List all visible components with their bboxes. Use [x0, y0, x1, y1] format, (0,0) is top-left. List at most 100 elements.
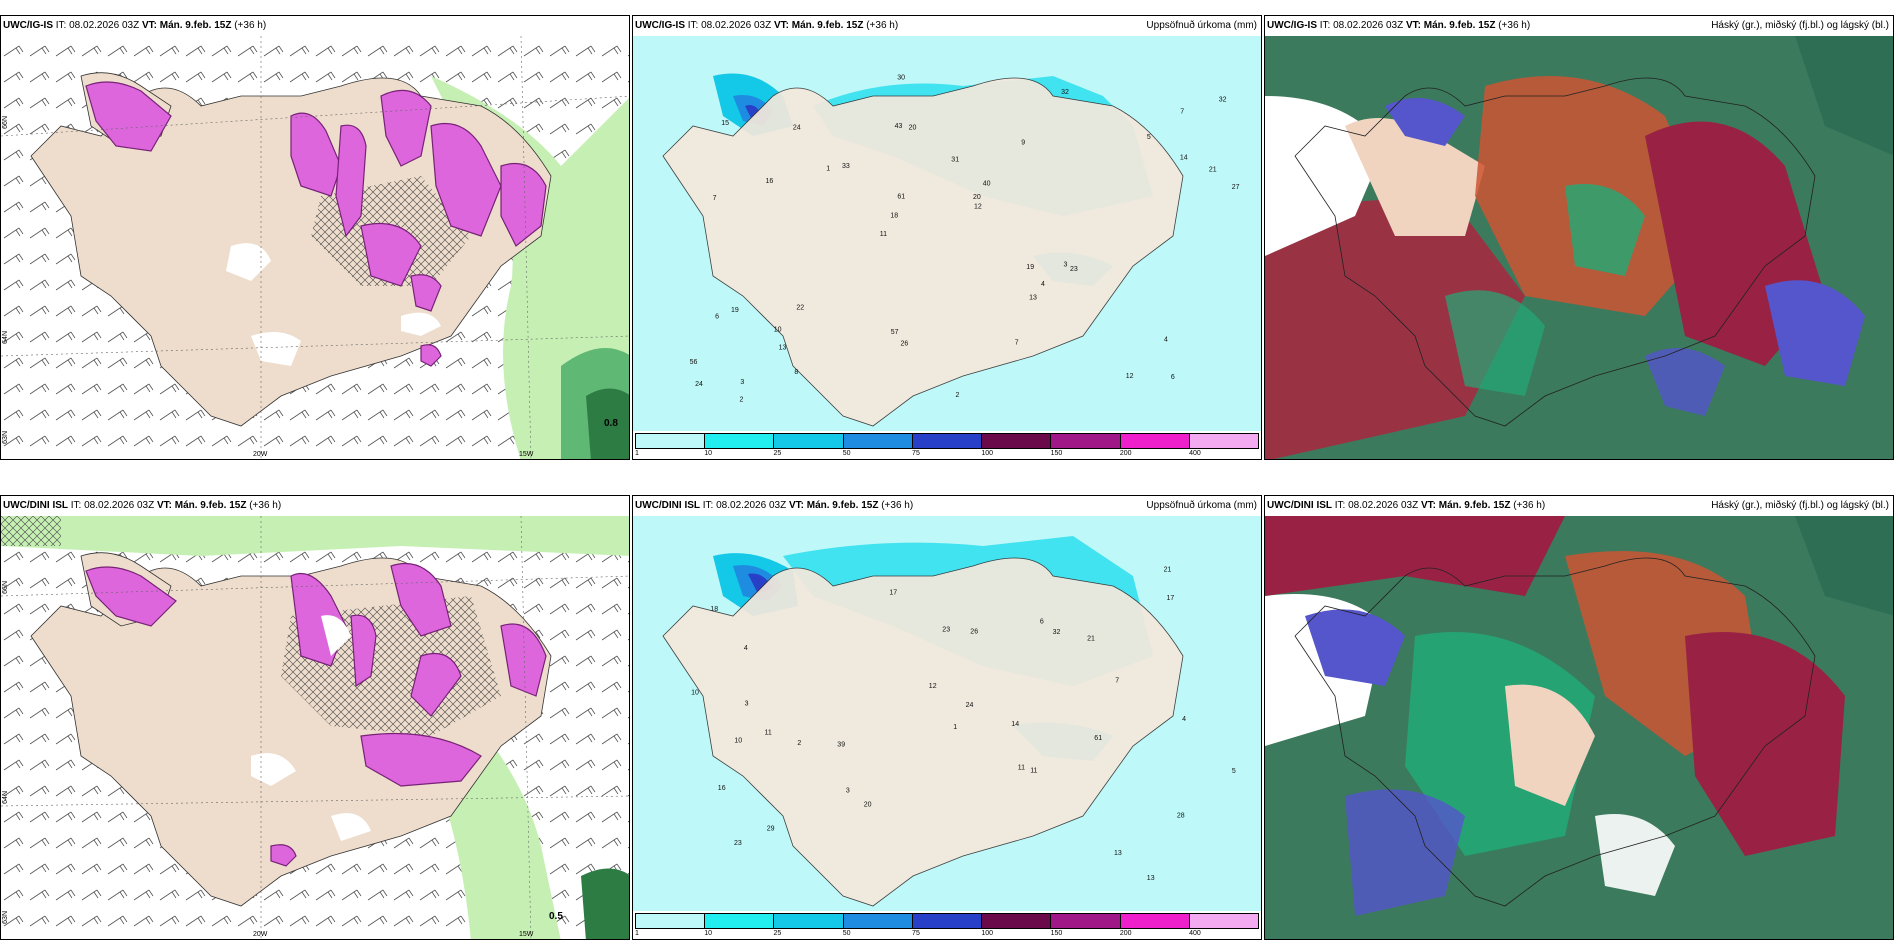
precip-amount-label: 6 — [1040, 618, 1044, 625]
init-time: IT: 08.02.2026 03Z — [1334, 500, 1419, 511]
valid-time: VT: Mán. 9.feb. 15Z — [141, 20, 232, 31]
precip-amount-label: 4 — [1182, 716, 1186, 723]
precip-amount-label: 12 — [1126, 373, 1134, 380]
colorbar-segment — [705, 914, 775, 928]
precip-amount-label: 20 — [909, 124, 917, 131]
precip-amount-label: 21 — [1087, 636, 1095, 643]
product-title: Uppsöfnuð úrkoma (mm) — [1146, 500, 1257, 511]
model-name: UWC/IG-IS — [1267, 20, 1317, 31]
colorbar-tick: 1 — [635, 450, 639, 457]
precip-amount-label: 10 — [774, 326, 782, 333]
precip-amount-label: 61 — [1094, 735, 1102, 742]
lat-label-66n: 66N — [2, 116, 9, 129]
precip-amount-label: 1 — [826, 166, 830, 173]
snow-wind-map: 20W 15W 66N 64N 63N 0.8 — [1, 36, 629, 459]
lat-label-64n: 64N — [2, 331, 9, 344]
init-time: IT: 08.02.2026 03Z — [702, 500, 787, 511]
valid-time: VT: Mán. 9.feb. 15Z — [788, 500, 879, 511]
colorbar-segment — [912, 914, 983, 928]
precip-amount-label: 11 — [765, 730, 772, 737]
precip-amount-label: 5 — [1232, 768, 1236, 775]
lat-label-63n: 63N — [2, 431, 9, 444]
valid-time: VT: Mán. 9.feb. 15Z — [1420, 500, 1511, 511]
colorbar-segment — [705, 434, 775, 448]
panel-header: UWC/IG-IS IT: 08.02.2026 03Z VT: Mán. 9.… — [633, 16, 1261, 36]
precip-amount-label: 40 — [983, 181, 991, 188]
precip-amount-label: 24 — [793, 125, 801, 132]
precip-amount-label: 26 — [970, 629, 978, 636]
colorbar-segment — [636, 914, 706, 928]
precip-amount-label: 12 — [929, 683, 937, 690]
colorbar-tick: 25 — [773, 930, 782, 937]
product-title: Háský (gr.), miðský (fj.bl.) og lágský (… — [1711, 500, 1889, 511]
precip-amount-label: 32 — [1061, 89, 1069, 96]
precip-amount-label: 23 — [942, 626, 950, 633]
colorbar-segment — [636, 434, 706, 448]
precip-amount-label: 56 — [690, 359, 698, 366]
precip-amount-label: 13 — [779, 345, 787, 352]
cloud-map — [1265, 516, 1893, 939]
precip-amount-label: 19 — [731, 307, 739, 314]
colorbar-ticks: 1 10 25 50 75 100 150 200 400 — [635, 930, 1259, 939]
precip-amount-label: 17 — [1167, 595, 1175, 602]
colorbar-tick: 75 — [912, 930, 920, 937]
lead-time: (+36 h) — [249, 500, 282, 511]
precip-amount-label: 3 — [740, 379, 744, 386]
precip-amount-label: 61 — [897, 193, 905, 200]
lead-time: (+36 h) — [1513, 500, 1546, 511]
precip-amount-label: 29 — [767, 826, 775, 833]
colorbar-tick: 200 — [1119, 450, 1132, 457]
precip-amount-label: 16 — [766, 178, 774, 185]
panel-top-mid: UWC/IG-IS IT: 08.02.2026 03Z VT: Mán. 9.… — [632, 15, 1262, 460]
precip-amount-label: 22 — [796, 305, 804, 312]
colorbar-ticks: 1 10 25 50 75 100 150 200 400 — [635, 450, 1259, 459]
lead-time: (+36 h) — [881, 500, 914, 511]
precip-amount-label: 10 — [691, 689, 699, 696]
panel-header: UWC/DINI ISL IT: 08.02.2026 03Z VT: Mán.… — [1265, 496, 1893, 516]
precip-amount-label: 18 — [710, 606, 718, 613]
colorbar-segment — [774, 434, 844, 448]
precip-amount-label: 21 — [1209, 166, 1217, 173]
colorbar-segment — [912, 434, 983, 448]
lon-label-15w: 15W — [519, 451, 534, 458]
panel-bottom-right: UWC/DINI ISL IT: 08.02.2026 03Z VT: Mán.… — [1264, 495, 1894, 940]
precip-amount-label: 32 — [1053, 629, 1061, 636]
colorbar-bar — [635, 913, 1259, 929]
precip-amount-label: 23 — [734, 840, 742, 847]
colorbar-tick: 150 — [1050, 450, 1063, 457]
colorbar-segment — [843, 914, 913, 928]
lon-label-15w: 15W — [519, 931, 534, 938]
precip-amount-label: 6 — [1171, 374, 1175, 381]
panel-top-right: UWC/IG-IS IT: 08.02.2026 03Z VT: Mán. 9.… — [1264, 15, 1894, 460]
precip-amount-label: 3 — [1064, 262, 1068, 269]
colorbar-tick: 200 — [1119, 930, 1132, 937]
precip-amount-label: 2 — [797, 740, 801, 747]
precip-amount-label: 7 — [1180, 108, 1184, 115]
precip-amount-label: 20 — [864, 802, 872, 809]
lead-time: (+36 h) — [1498, 20, 1531, 31]
colorbar-segment — [843, 434, 913, 448]
colorbar-tick: 1 — [635, 930, 639, 937]
colorbar-segment — [1051, 434, 1121, 448]
colorbar-tick: 400 — [1189, 450, 1201, 457]
precip-amount-label: 24 — [966, 702, 974, 709]
colorbar-tick: 100 — [981, 450, 993, 457]
precip-amount-label: 2 — [956, 392, 960, 399]
precip-amount-label: 21 — [1164, 567, 1172, 574]
model-name: UWC/DINI ISL — [635, 500, 700, 511]
precip-amount-label: 20 — [973, 194, 981, 201]
precip-amount-label: 7 — [713, 195, 717, 202]
product-title: Uppsöfnuð úrkoma (mm) — [1146, 20, 1257, 31]
precip-amount-label: 57 — [891, 329, 899, 336]
precip-amount-label: 13 — [1114, 850, 1122, 857]
cloud-map — [1265, 36, 1893, 459]
colorbar: 1 10 25 50 75 100 150 200 400 — [633, 911, 1261, 939]
precip-map: 13 11 11 18 28 4 29 39 21 23 32 13 20 17 14 16 61 24 10 23 2… — [633, 516, 1261, 939]
panel-top-left: UWC/IG-IS IT: 08.02.2026 03Z VT: Mán. 9.… — [0, 15, 630, 460]
precip-amount-label: 7 — [1015, 340, 1019, 347]
precip-amount-label: 43 — [895, 123, 903, 130]
colorbar-tick: 150 — [1050, 930, 1063, 937]
colorbar-tick: 75 — [912, 450, 920, 457]
colorbar-tick: 50 — [842, 450, 851, 457]
precip-amount-label: 10 — [734, 738, 742, 745]
